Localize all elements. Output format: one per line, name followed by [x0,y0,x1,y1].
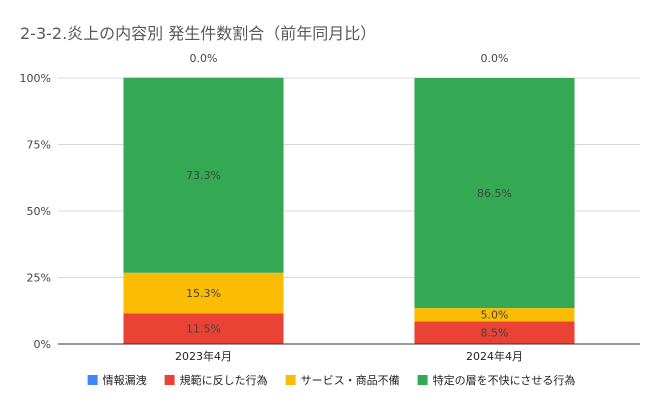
legend-item: 規範に反した行為 [164,373,268,387]
legend-label: 情報漏洩 [103,373,147,387]
legend-label: 特定の層を不快にさせる行為 [433,373,576,387]
chart-title: 2-3-2.炎上の内容別 発生件数割合（前年同月比） [20,24,376,43]
legend-item: 特定の層を不快にさせる行為 [417,373,576,387]
bar-segment [123,272,284,314]
legend-item: 情報漏洩 [87,373,147,387]
legend-swatch [87,375,98,385]
data-label: 5.0% [481,309,509,322]
bar-segment [123,77,284,273]
x-tick-label: 2024年4月 [466,349,523,363]
y-tick-label: 100% [20,72,51,85]
bar-segment [123,313,284,344]
bars [123,77,575,344]
legend: 情報漏洩 規範に反した行為 サービス・商品不備 特定の層を不快にさせる行為 [87,373,576,387]
legend-item: サービス・商品不備 [285,373,400,387]
y-tick-label: 75% [27,139,51,152]
legend-swatch [164,375,175,385]
legend-label: 規範に反した行為 [180,373,268,387]
legend-swatch [417,375,428,385]
axes: 0% 25% 50% 75% 100% 2023年4月 2024年4月 [20,72,640,363]
legend-swatch [285,375,296,385]
data-label: 73.3% [186,169,221,182]
data-label: 11.5% [186,323,221,336]
bar-segment [414,78,575,309]
y-tick-label: 50% [27,205,51,218]
y-tick-label: 25% [27,272,51,285]
legend-label: サービス・商品不備 [301,373,400,387]
data-label: 0.0% [190,52,218,65]
bar-segment [414,321,575,344]
data-label: 8.5% [481,327,509,340]
data-labels: 0.0% 11.5% 15.3% 73.3% 0.0% 8.5% 5.0% 86.5% [186,52,512,340]
data-label: 0.0% [481,52,509,65]
data-label: 86.5% [477,187,512,200]
y-tick-label: 0% [34,338,51,351]
x-tick-label: 2023年4月 [175,349,232,363]
bar-segment [414,308,575,322]
data-label: 15.3% [186,287,221,300]
